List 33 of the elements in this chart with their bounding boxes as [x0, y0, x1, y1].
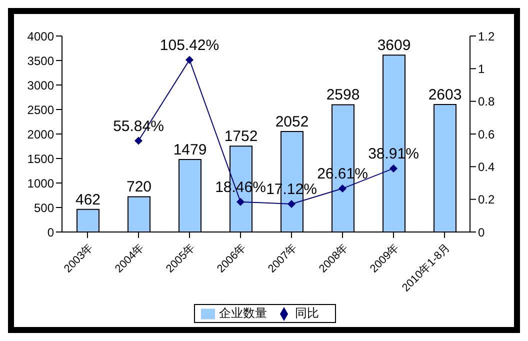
y-tick-label: 500: [34, 200, 54, 215]
y2-tick-label: 0.8: [478, 94, 496, 109]
data-label: 2052: [275, 113, 309, 130]
point: [134, 136, 142, 145]
data-label: 720: [126, 178, 152, 196]
y-tick-label: 1500: [27, 152, 54, 166]
y2-tick-label: 0.4: [478, 160, 496, 174]
y-tick-label: 1000: [27, 176, 54, 190]
data-label: 105.42%: [160, 36, 220, 54]
point: [288, 200, 296, 208]
point: [338, 184, 346, 193]
point: [186, 56, 194, 64]
y-tick-label: 3500: [27, 54, 54, 68]
data-label: 3609: [377, 37, 411, 54]
y-tick-label: 0: [47, 225, 54, 240]
point: [236, 198, 244, 206]
y-tick-label: 4000: [27, 29, 54, 44]
data-label: 2603: [428, 86, 462, 104]
legend-label: 同比: [295, 306, 319, 320]
y-tick-label: 3000: [27, 78, 54, 92]
point: [390, 164, 398, 172]
data-label: 1752: [224, 128, 258, 146]
legend-label: 企业数量: [219, 306, 267, 320]
y2-tick-label: 1.2: [478, 29, 496, 44]
y2-tick-label: 0: [478, 225, 485, 240]
y-tick-label: 2000: [27, 127, 54, 142]
data-label: 2598: [326, 86, 360, 104]
y-tick-label: 2500: [27, 102, 54, 117]
data-label: 1479: [173, 142, 207, 159]
y2-tick-label: 0.2: [478, 192, 496, 207]
data-label: 462: [75, 191, 101, 208]
y2-tick-label: 0.6: [478, 127, 496, 142]
y2-tick-label: 1: [478, 62, 485, 76]
